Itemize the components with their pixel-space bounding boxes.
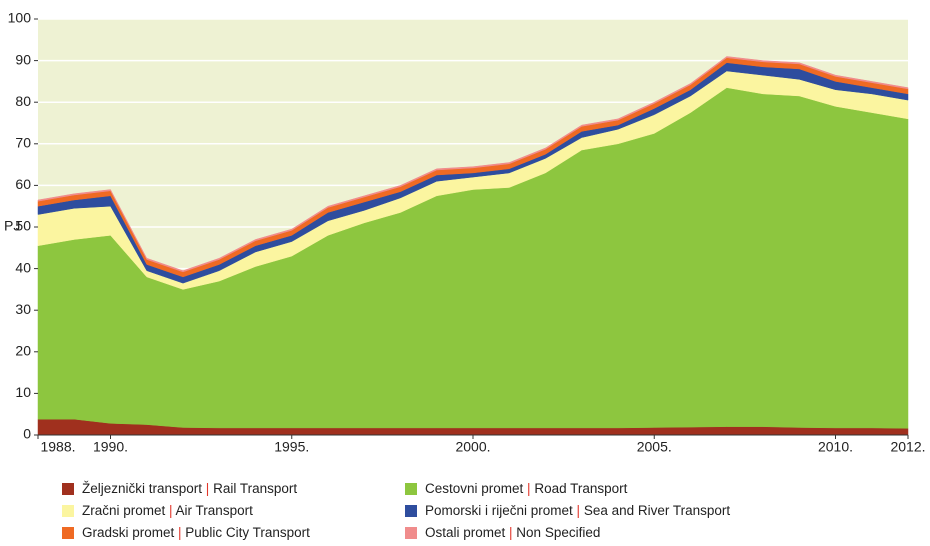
legend-swatch (405, 505, 417, 517)
y-tick-label: 0 (23, 426, 31, 442)
y-tick-label: 100 (8, 10, 32, 26)
y-tick-label: 40 (15, 259, 31, 275)
y-tick-label: 80 (15, 93, 31, 109)
legend-swatch (405, 527, 417, 539)
area (37, 56, 909, 273)
x-tick-label: 2012. (890, 439, 925, 455)
y-tick-label: 70 (15, 135, 31, 151)
y-tick-label: 50 (15, 218, 31, 234)
legend-label: Zračni promet | Air Transport (82, 503, 253, 518)
y-tick-label: 90 (15, 51, 31, 67)
y-tick-label: 30 (15, 301, 31, 317)
legend-label: Cestovni promet | Road Transport (425, 481, 628, 496)
legend-label: Gradski promet | Public City Transport (82, 525, 310, 540)
legend-label: Pomorski i riječni promet | Sea and Rive… (425, 503, 730, 518)
x-tick-label: 2010. (818, 439, 853, 455)
y-tick-label: 20 (15, 343, 31, 359)
legend-label: Željeznički transport | Rail Transport (82, 481, 297, 496)
x-tick-label: 1990. (93, 439, 128, 455)
legend-label: Ostali promet | Non Specified (425, 525, 600, 540)
y-tick-label: 60 (15, 176, 31, 192)
legend-swatch (62, 527, 74, 539)
x-tick-label: 1995. (274, 439, 309, 455)
y-axis-label: PJ (4, 218, 20, 234)
legend-swatch (62, 483, 74, 495)
legend-swatch (405, 483, 417, 495)
x-tick-label: 2005. (637, 439, 672, 455)
y-tick-label: 10 (15, 384, 31, 400)
legend-swatch (62, 505, 74, 517)
x-tick-label: 1988. (40, 439, 75, 455)
x-tick-label: 2000. (455, 439, 490, 455)
